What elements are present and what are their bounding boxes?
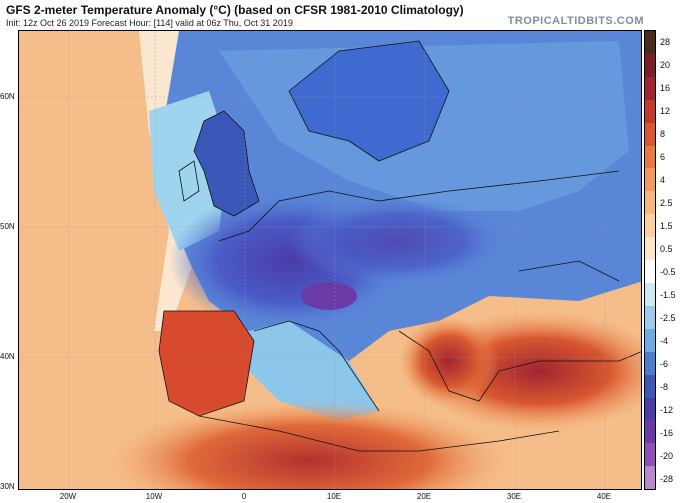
map-subtitle: Init: 12z Oct 26 2019 Forecast Hour: [11…: [6, 18, 293, 28]
colorbar-tick-label: 12: [660, 105, 671, 116]
colorbar-segment: [645, 328, 655, 352]
colorbar-segment: [645, 214, 655, 238]
lat-label-60n: 60N: [0, 92, 15, 101]
colorbar-segment: [645, 76, 655, 100]
anomaly-map: [18, 30, 642, 490]
graticule: [19, 31, 641, 489]
lon-label-0: 0: [241, 492, 247, 501]
colorbar-tick-label: 2.5: [660, 197, 673, 208]
colorbar-tick-label: 8: [660, 128, 666, 139]
lon-label-40e: 40E: [596, 492, 612, 501]
colorbar-segment: [645, 145, 655, 169]
source-credit: TROPICALTIDBITS.COM: [507, 15, 644, 27]
coastlines: [158, 40, 641, 452]
colorbar-segment: [645, 397, 655, 421]
colorbar-tick-label: -6: [660, 358, 669, 369]
colorbar-segment: [645, 237, 655, 261]
colorbar-segment: [645, 466, 655, 490]
colorbar-segment: [645, 191, 655, 215]
alps-cold-spot: [301, 282, 357, 310]
colorbar-segment: [645, 260, 655, 283]
colorbar-tick-label: -1.5: [660, 289, 676, 300]
colorbar-segment: [645, 305, 655, 329]
lon-label-10w: 10W: [145, 492, 163, 501]
lat-label-30n: 30N: [0, 482, 15, 491]
colorbar-segment: [645, 443, 655, 467]
lon-label-10e: 10E: [326, 492, 342, 501]
lon-label-30e: 30E: [506, 492, 522, 501]
colorbar-segment: [645, 99, 655, 123]
colorbar-segment: [645, 282, 655, 306]
colorbar-segment: [645, 31, 655, 54]
lon-label-20w: 20W: [59, 492, 77, 501]
colorbar-tick-label: 0.5: [660, 243, 673, 254]
colorbar-segment: [645, 53, 655, 77]
colorbar-tick-label: -28: [660, 473, 674, 484]
colorbar-tick-label: -16: [660, 427, 674, 438]
map-canvas: [19, 31, 641, 489]
colorbar-segment: [645, 351, 655, 375]
colorbar-tick-label: 1.5: [660, 220, 673, 231]
colorbar-tick-label: 6: [660, 151, 666, 162]
colorbar-tick-label: -20: [660, 450, 674, 461]
balkans-warm: [399, 316, 499, 406]
colorbar: [644, 30, 656, 490]
colorbar-tick-label: 20: [660, 59, 671, 70]
colorbar-tick-label: 28: [660, 36, 671, 47]
colorbar-tick-label: -0.5: [660, 266, 676, 277]
colorbar-tick-label: 16: [660, 82, 671, 93]
colorbar-segment: [645, 374, 655, 398]
north-africa-warm: [109, 401, 509, 489]
map-title: GFS 2-meter Temperature Anomaly (°C) (ba…: [6, 3, 464, 17]
iberia-warm: [159, 311, 254, 416]
colorbar-tick-label: -2.5: [660, 312, 676, 323]
lat-label-50n: 50N: [0, 222, 15, 231]
lon-label-20e: 20E: [416, 492, 432, 501]
lat-label-40n: 40N: [0, 352, 15, 361]
colorbar-tick-label: -8: [660, 381, 669, 392]
colorbar-segment: [645, 420, 655, 444]
colorbar-segment: [645, 168, 655, 192]
mediterranean-cool: [249, 321, 379, 421]
colorbar-segment: [645, 122, 655, 146]
colorbar-tick-label: 4: [660, 174, 666, 185]
scandinavia-cold: [289, 41, 449, 161]
colorbar-tick-label: -4: [660, 335, 669, 346]
britain-cold: [194, 111, 259, 216]
colorbar-tick-label: -12: [660, 404, 674, 415]
